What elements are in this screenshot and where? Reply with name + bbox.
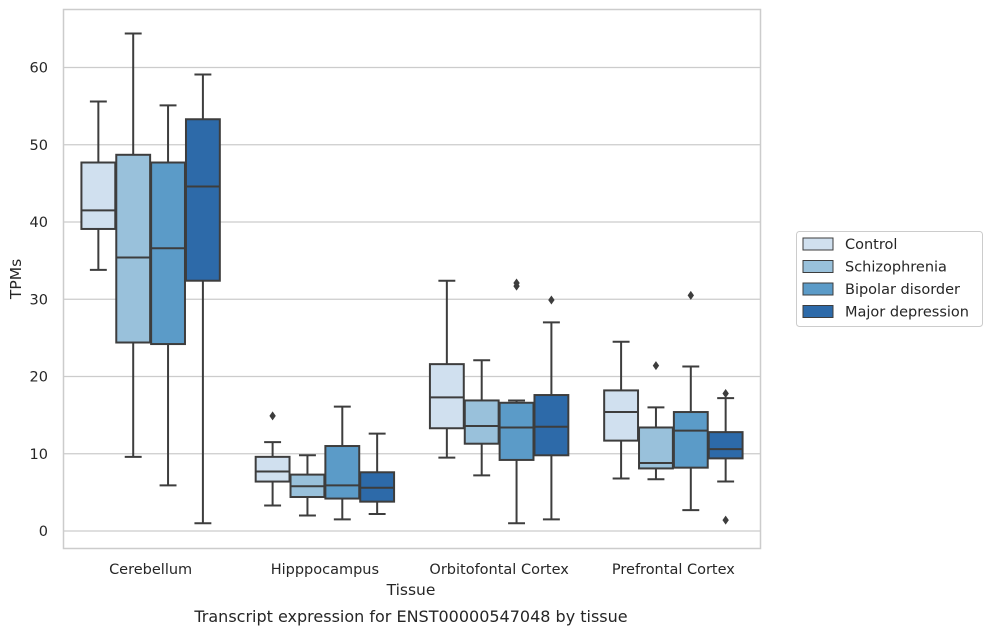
- x-tick-label: Cerebellum: [109, 562, 192, 578]
- legend-label: Control: [845, 237, 897, 253]
- iqr-box: [80, 161, 117, 230]
- box-series-layer: [80, 32, 744, 525]
- legend-frame: [796, 231, 983, 327]
- legend-swatch: [802, 260, 834, 273]
- legend-label: Major depression: [845, 305, 969, 321]
- outlier-point: [513, 278, 520, 288]
- y-tick-label: 40: [30, 215, 48, 231]
- x-tick-label: Orbitofontal Cortex: [429, 562, 569, 578]
- chart-caption: Transcript expression for ENST0000054704…: [193, 607, 627, 626]
- y-tick-label: 60: [30, 61, 48, 77]
- outlier-point: [722, 515, 729, 525]
- series-schizophrenia: [115, 32, 674, 517]
- y-tick-label: 10: [30, 447, 48, 463]
- outlier-point: [687, 290, 694, 300]
- x-axis-title: Tissue: [386, 581, 436, 599]
- legend-items: Control Schizophrenia Bipolar disorder Majo…: [802, 237, 969, 321]
- box-plot-item: [254, 411, 291, 507]
- series-major-depression: [184, 73, 744, 525]
- iqr-box: [533, 394, 570, 457]
- box-plot-item: [672, 290, 709, 512]
- box-plot-item: [603, 340, 640, 480]
- y-tick-label: 50: [30, 138, 48, 154]
- y-tick-label: 20: [30, 370, 48, 386]
- legend-swatch: [802, 282, 834, 296]
- legend-swatch: [802, 237, 834, 251]
- iqr-box: [603, 389, 640, 442]
- outlier-point: [722, 388, 729, 398]
- series-control: [80, 100, 640, 507]
- box-plot-item: [80, 100, 117, 271]
- box-plot-item: [359, 432, 396, 516]
- iqr-box: [324, 445, 361, 500]
- y-tick-label: 0: [39, 524, 48, 540]
- legend-item: Control: [802, 237, 897, 253]
- outlier-point: [548, 295, 555, 305]
- iqr-box: [672, 411, 709, 469]
- legend-label: Schizophrenia: [845, 260, 947, 276]
- legend: Control Schizophrenia Bipolar disorder Majo…: [796, 231, 983, 327]
- iqr-box: [707, 431, 744, 460]
- x-tick-labels: Cerebellum Hipppocampus Orbitofontal Corte…: [109, 562, 735, 578]
- iqr-box: [184, 118, 221, 282]
- iqr-box: [150, 161, 186, 346]
- outlier-point: [269, 411, 276, 421]
- iqr-box: [463, 399, 500, 445]
- box-plot-item: [533, 295, 570, 521]
- legend-swatch: [802, 305, 834, 318]
- iqr-box: [498, 401, 535, 461]
- box-plot-item: [150, 104, 186, 487]
- y-tick-labels: 0 10 20 30 40 50 60: [30, 61, 48, 541]
- iqr-box: [428, 363, 465, 430]
- y-tick-label: 30: [30, 292, 48, 308]
- box-plot-item: [115, 32, 152, 458]
- x-tick-label: Hipppocampus: [271, 562, 379, 578]
- box-plot-item: [707, 388, 744, 525]
- y-axis-title: TPMs: [7, 259, 25, 300]
- series-bipolar-disorder: [150, 104, 709, 525]
- outlier-point: [652, 361, 660, 371]
- plot-area-frame: [62, 8, 762, 550]
- iqr-box: [115, 153, 152, 344]
- box-plot-item: [184, 73, 221, 525]
- x-tick-label: Prefrontal Cortex: [612, 562, 735, 578]
- legend-label: Bipolar disorder: [845, 282, 960, 298]
- legend-item: Bipolar disorder: [802, 282, 960, 298]
- legend-item: Major depression: [802, 305, 969, 321]
- box-plot-item: [289, 454, 326, 517]
- iqr-box: [254, 455, 291, 483]
- box-plot-item: [498, 278, 535, 525]
- legend-item: Schizophrenia: [802, 260, 947, 276]
- box-plot-item: [428, 279, 465, 459]
